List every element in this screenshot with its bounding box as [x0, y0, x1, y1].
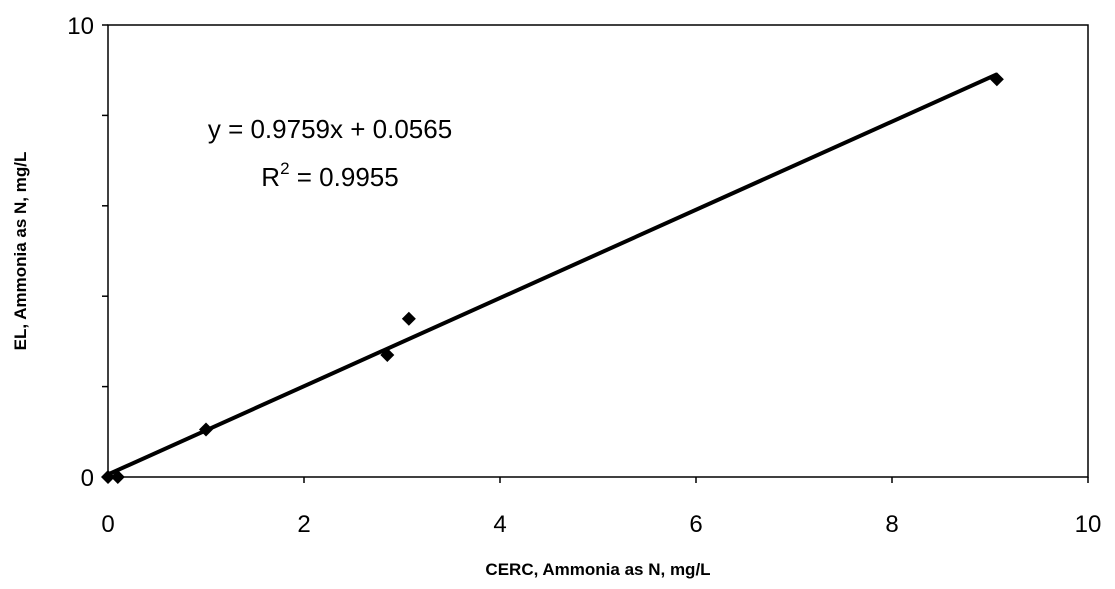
data-point-marker	[110, 470, 125, 484]
y-tick-label: 0	[81, 465, 94, 492]
trendline	[107, 72, 998, 477]
data-point-marker	[199, 422, 213, 437]
data-point-marker	[380, 347, 395, 362]
x-tick-label: 10	[1075, 511, 1102, 538]
r-squared-value: = 0.9955	[290, 162, 399, 192]
data-point-marker	[101, 470, 115, 484]
r-squared-superscript: 2	[280, 159, 289, 178]
y-tick-label: 10	[67, 13, 94, 40]
y-axis-title: EL, Ammonia as N, mg/L	[11, 152, 30, 351]
r-squared-letter: R	[261, 162, 280, 192]
data-points	[101, 72, 1004, 484]
x-tick-label: 8	[885, 511, 898, 538]
x-axis-title: CERC, Ammonia as N, mg/L	[485, 560, 710, 579]
r-squared-label: R2 = 0.9955	[261, 159, 398, 192]
data-point-marker	[989, 72, 1004, 87]
x-tick-label: 0	[101, 511, 114, 538]
y-axis-ticks: 0 10	[67, 13, 108, 492]
x-axis-ticks: 0 2 4 6 8 10	[101, 477, 1101, 538]
trendline-group	[107, 72, 998, 477]
trendline-equation: y = 0.9759x + 0.0565	[208, 114, 452, 144]
x-tick-label: 6	[689, 511, 702, 538]
data-point-marker	[401, 311, 416, 326]
x-tick-label: 2	[297, 511, 310, 538]
x-tick-label: 4	[493, 511, 506, 538]
